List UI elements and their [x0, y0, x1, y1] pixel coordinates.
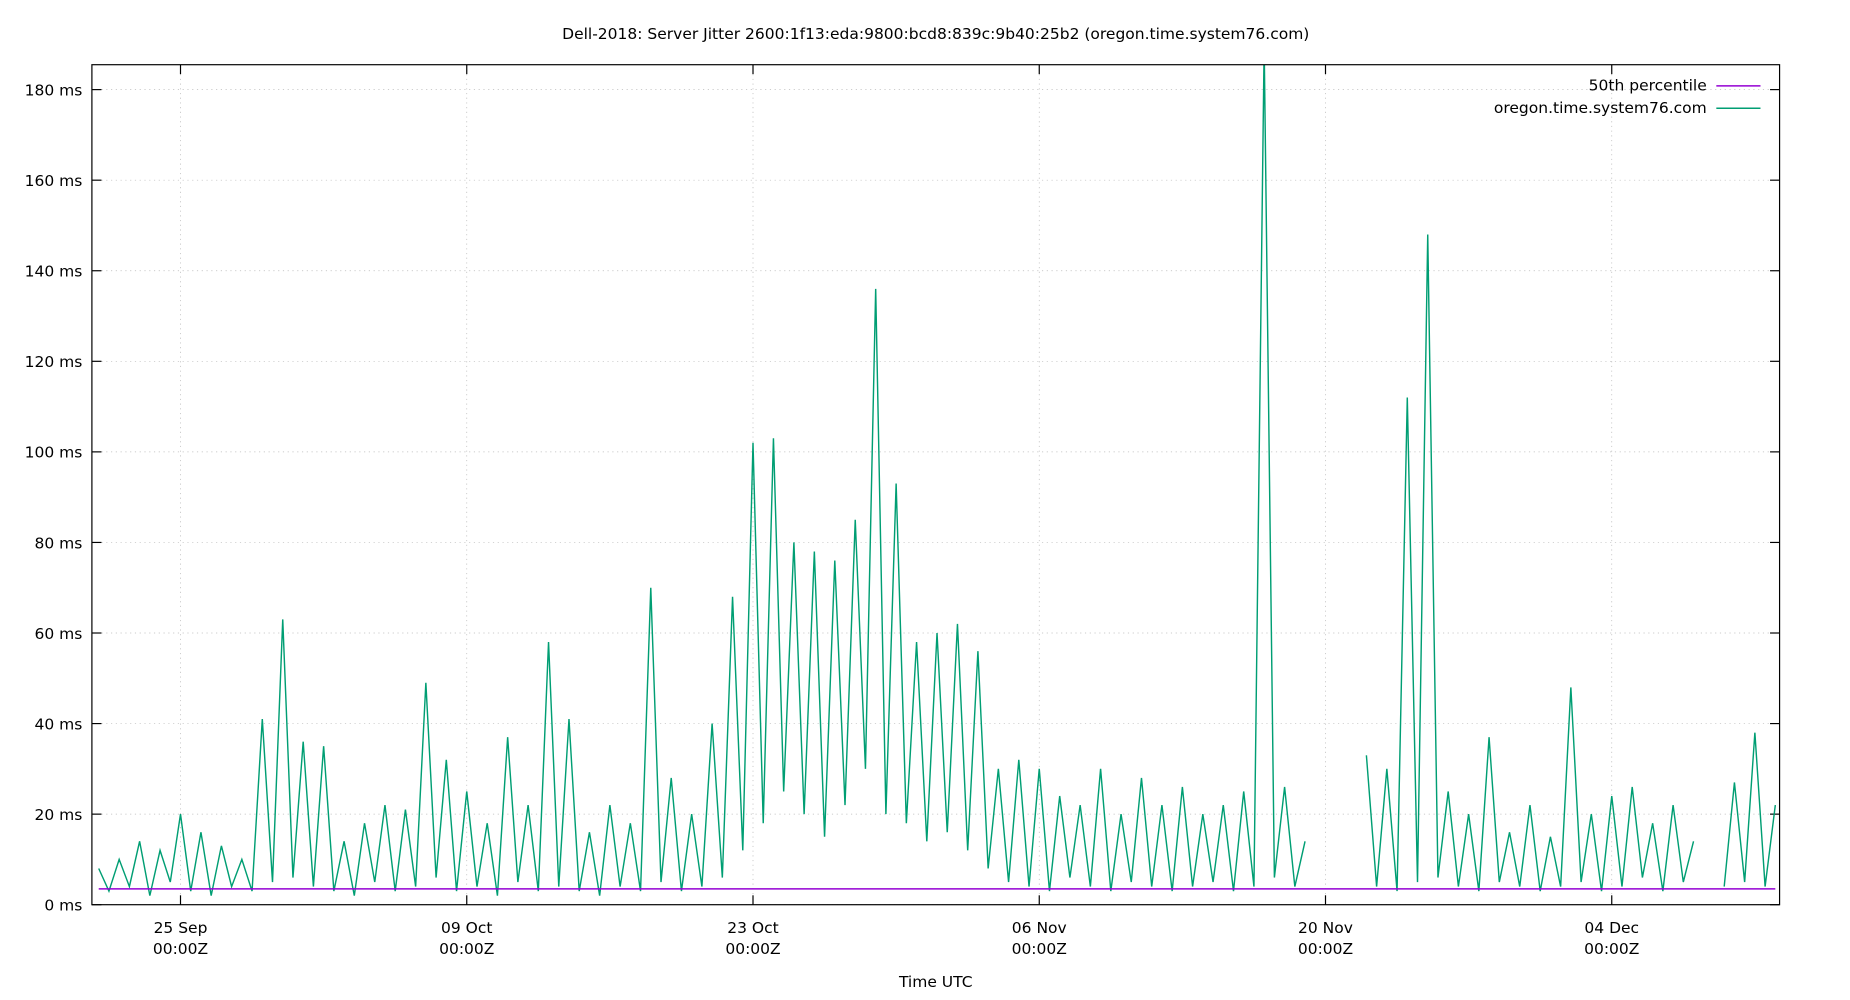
y-tick-label: 140 ms [25, 263, 83, 281]
x-tick-label: 25 Sep 00:00Z [153, 919, 208, 958]
x-tick-label: 20 Nov 00:00Z [1298, 919, 1353, 958]
legend-label: 50th percentile [1589, 77, 1707, 95]
y-tick-label: 180 ms [25, 82, 83, 100]
x-tick-label: 23 Oct 00:00Z [725, 919, 780, 958]
x-tick-label-line: 06 Nov [1012, 919, 1067, 937]
y-tick-label: 120 ms [25, 353, 83, 371]
y-tick-label: 80 ms [35, 534, 83, 552]
x-tick-label-line: 00:00Z [1298, 940, 1353, 958]
x-tick-label-line: 00:00Z [153, 940, 208, 958]
y-tick-label: 20 ms [35, 806, 83, 824]
y-tick-label: 0 ms [44, 897, 82, 915]
y-tick-label: 60 ms [35, 625, 83, 643]
x-tick-label-line: 09 Oct [441, 919, 492, 937]
y-tick-label: 40 ms [35, 716, 83, 734]
x-tick-label: 04 Dec 00:00Z [1584, 919, 1639, 958]
x-tick-label-line: 20 Nov [1298, 919, 1353, 937]
plot-area [98, 64, 1777, 896]
x-tick-label: 09 Oct 00:00Z [439, 919, 494, 958]
legend-label: oregon.time.system76.com [1494, 99, 1707, 117]
x-tick-label-line: 04 Dec [1584, 919, 1639, 937]
x-tick-label-line: 00:00Z [1584, 940, 1639, 958]
x-tick-label-line: 00:00Z [439, 940, 494, 958]
x-tick-label-line: 00:00Z [725, 940, 780, 958]
series-line [98, 64, 1777, 896]
x-tick-label: 06 Nov 00:00Z [1012, 919, 1067, 958]
plot-frame [91, 64, 1781, 906]
x-tick-label-line: 00:00Z [1012, 940, 1067, 958]
x-tick-label-line: 23 Oct [727, 919, 778, 937]
y-tick-label: 100 ms [25, 444, 83, 462]
x-axis-label: Time UTC [898, 973, 973, 991]
x-tick-label-line: 25 Sep [154, 919, 208, 937]
chart-title: Dell-2018: Server Jitter 2600:1f13:eda:9… [562, 25, 1309, 43]
y-tick-label: 160 ms [25, 172, 83, 190]
